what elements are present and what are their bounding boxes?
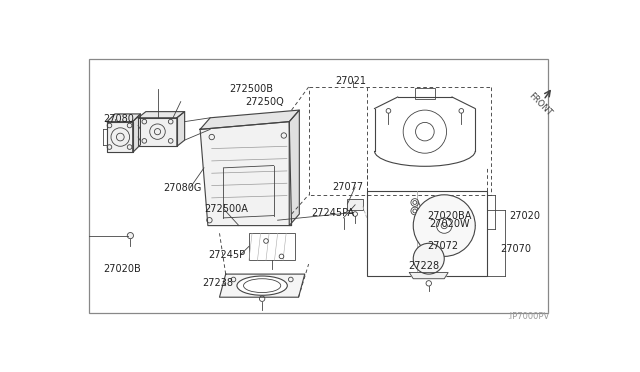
Polygon shape: [107, 122, 132, 153]
Text: 27245PA: 27245PA: [311, 208, 354, 218]
Polygon shape: [107, 114, 140, 122]
Bar: [90, 58, 548, 312]
Polygon shape: [138, 118, 177, 146]
Text: 27070: 27070: [500, 244, 531, 254]
Polygon shape: [132, 114, 140, 153]
Text: 27020W: 27020W: [429, 219, 470, 229]
Text: 27020B: 27020B: [103, 264, 141, 275]
Bar: [249, 233, 296, 260]
Circle shape: [436, 218, 452, 233]
Circle shape: [413, 243, 444, 274]
Text: .IP7000PV: .IP7000PV: [507, 312, 549, 321]
Ellipse shape: [237, 276, 287, 295]
Text: 27080G: 27080G: [163, 183, 202, 193]
Polygon shape: [289, 110, 300, 225]
Bar: [348, 199, 363, 210]
Text: 27020BA: 27020BA: [428, 211, 472, 221]
Text: FRONT: FRONT: [526, 92, 553, 118]
Text: 27021: 27021: [336, 76, 367, 86]
Polygon shape: [200, 122, 292, 225]
Text: 27228: 27228: [408, 262, 440, 272]
Polygon shape: [410, 273, 448, 279]
Bar: [367, 191, 487, 276]
Polygon shape: [220, 274, 305, 297]
Text: 272500A: 272500A: [204, 203, 248, 214]
Polygon shape: [138, 112, 184, 118]
Text: 272500B: 272500B: [229, 84, 273, 94]
Text: 27080: 27080: [103, 113, 134, 124]
Text: 27250Q: 27250Q: [245, 97, 284, 107]
Circle shape: [127, 232, 134, 239]
Polygon shape: [177, 112, 184, 146]
Circle shape: [413, 195, 476, 256]
Text: 27238: 27238: [202, 278, 234, 288]
Text: 27072: 27072: [428, 241, 458, 251]
Text: 27077: 27077: [332, 182, 363, 192]
Text: 27245P: 27245P: [208, 250, 245, 260]
Text: 27020: 27020: [509, 211, 540, 221]
Bar: [415, 88, 435, 99]
Polygon shape: [200, 110, 300, 129]
